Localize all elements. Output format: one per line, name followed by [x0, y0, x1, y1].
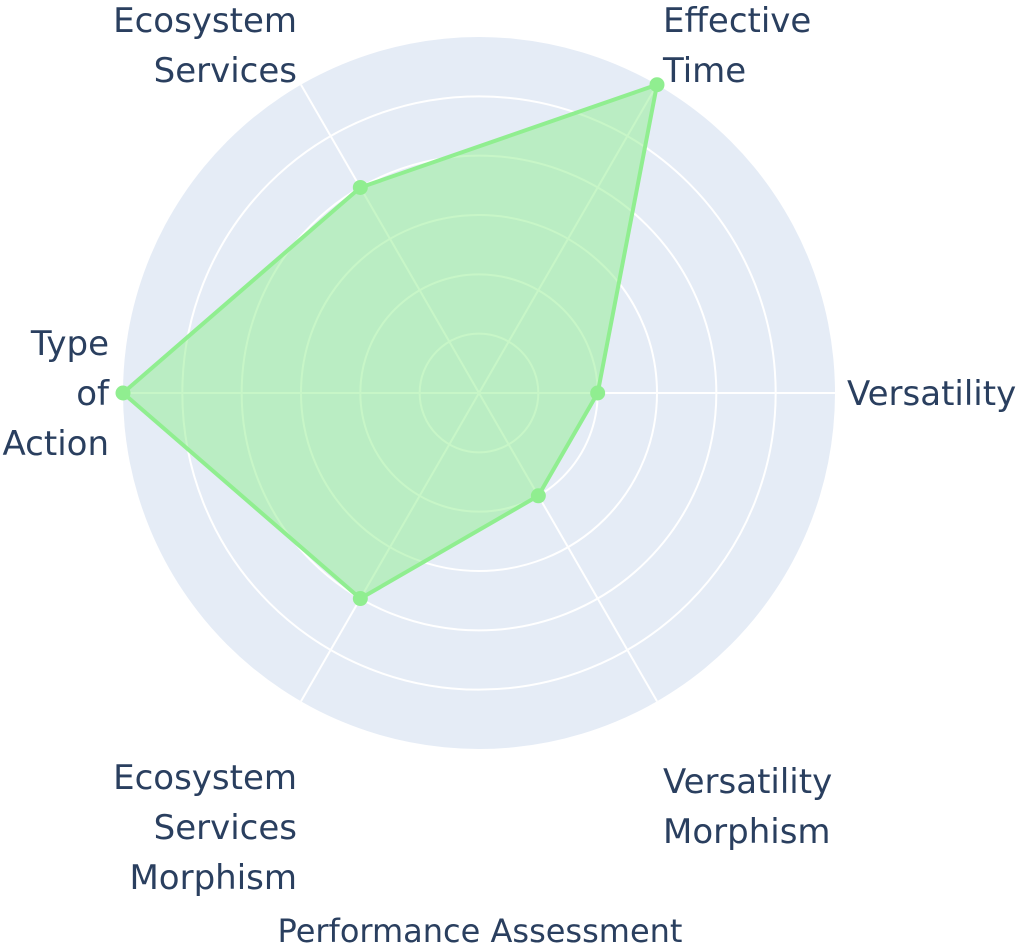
axis-labels: Versatility Effective Time Ecosystem Service…: [3, 1, 1017, 898]
x-axis-title: Performance Assessment: [278, 912, 683, 948]
axis-label-line: Morphism: [663, 812, 831, 852]
axis-label-line: Versatility: [663, 762, 832, 802]
axis-label-versatility-morphism: Versatility Morphism: [663, 762, 832, 852]
axis-label-line: Services: [154, 51, 297, 91]
data-point-ecosystem-services: [352, 179, 368, 195]
axis-label-line: Effective: [663, 1, 811, 41]
axis-label-versatility: Versatility: [847, 374, 1016, 414]
axis-label-ecosystem-services-morphism: Ecosystem Services Morphism: [113, 758, 297, 898]
data-point-effective-time: [649, 77, 665, 93]
axis-label-line: Services: [154, 808, 297, 848]
series-layer: [115, 77, 665, 607]
data-point-type-of-action: [115, 385, 131, 401]
axis-label-line: Ecosystem: [113, 1, 297, 41]
axis-label-effective-time: Effective Time: [662, 1, 811, 91]
data-point-versatility: [590, 385, 606, 401]
data-point-ecosystem-services-morphism: [352, 591, 368, 607]
axis-label-line: Time: [662, 51, 746, 91]
axis-label-line: Type: [30, 324, 109, 364]
axis-label-type-of-action: Type of Action: [3, 324, 111, 464]
data-point-versatility-morphism: [530, 488, 546, 504]
axis-label-line: Ecosystem: [113, 758, 297, 798]
axis-label-line: Action: [3, 424, 109, 464]
axis-label-line: of: [76, 374, 110, 414]
axis-label-line: Morphism: [129, 858, 297, 898]
axis-label-line: Versatility: [847, 374, 1016, 414]
axis-label-ecosystem-services: Ecosystem Services: [113, 1, 297, 91]
